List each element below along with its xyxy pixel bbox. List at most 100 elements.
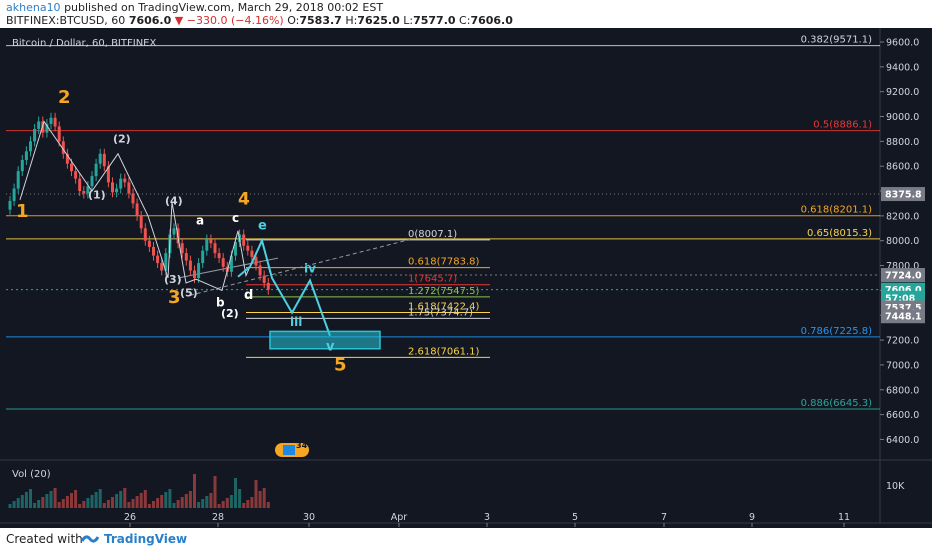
volume-bar [213,476,217,508]
time-tick-label: 7 [661,512,667,523]
volume-bar [139,493,143,508]
volume-bar [41,497,45,508]
candle-body [94,163,98,177]
candle-body [53,117,57,127]
volume-bar [201,499,205,508]
ext-level-label: 1(7645.7) [408,274,457,285]
time-tick-label: 28 [212,512,224,523]
wave-label: d [244,288,253,303]
candle-body [57,126,61,142]
volume-bar [33,503,37,508]
idea-badge-count: 34 [296,441,308,450]
candle-body [229,255,233,272]
volume-bar [225,498,229,508]
volume-bar [45,494,49,508]
volume-bar [180,497,184,508]
volume-bar [197,502,201,508]
chart-area[interactable]: Bitcoin / Dollar, 60, BITFINEX 9600.0 9400… [0,28,932,528]
published-text: published on TradingView.com, March 29, … [64,1,384,14]
candle-body [221,258,225,267]
volume-bar [188,491,192,508]
price-tick-label: 6600.0 [886,410,919,421]
volume-bar [266,502,270,508]
volume-bar [49,491,53,508]
price-change: −330.0 (−4.16%) [186,14,284,27]
wave-label: (4) [165,195,183,208]
volume-bar [82,501,86,508]
candle-body [24,151,28,160]
volume-bar [115,494,119,508]
volume-bar [98,489,102,508]
chart-title: Bitcoin / Dollar, 60, BITFINEX [12,38,156,49]
volume-bar [254,480,258,508]
candle-body [250,250,254,257]
price-flag-label: 7724.0 [885,270,922,281]
volume-bar [102,503,106,508]
volume-bar [29,489,32,508]
target-zone-box [269,330,381,350]
price-flag [881,187,925,202]
down-arrow-icon: ▼ [174,14,184,27]
candle-body [156,255,160,264]
volume-bar [131,499,135,508]
ext-level-label: 1.272(7547.5) [408,286,480,297]
candle-body [262,275,266,283]
price-flag-label: 7448.1 [885,312,922,323]
wave-label: b [216,296,225,310]
volume-bar [106,500,110,508]
candle-body [147,240,151,247]
tradingview-brand[interactable]: TradingView [104,532,188,546]
author-link[interactable]: akhena10 [6,1,61,14]
candle-body [49,117,53,124]
candle-body [12,188,16,201]
volume-bar [53,488,57,508]
candle-body [217,253,221,259]
candle-body [213,243,217,254]
volume-bar [12,501,16,508]
volume-bar [123,488,127,508]
volume-bar [135,496,139,508]
time-tick-label: 26 [124,512,136,523]
volume-bar [246,500,250,508]
wave-label: 4 [238,190,250,210]
volume-bar [176,500,180,508]
price-flag-label: 7606.0 [885,285,922,296]
candle-body [266,282,270,290]
volume-bar [193,474,196,508]
chart-header: akhena10 published on TradingView.com, M… [0,0,932,28]
symbol-text: BITFINEX:BTCUSD, 60 [6,14,126,27]
tradingview-logo-icon [80,535,100,543]
wave-path [19,120,271,292]
time-tick-label: Apr [391,512,408,523]
wave-label: e [258,219,267,234]
price-flag [881,267,925,282]
time-tick-label: 9 [749,512,755,523]
volume-bar [16,498,20,508]
volume-bar [147,504,151,508]
last-price: 7606.0 [128,14,172,27]
ext-level-label: 1.75(7374.7) [408,307,473,318]
price-tick-label: 7000.0 [886,360,919,371]
candle-body [205,239,209,251]
candle-body [193,270,196,278]
open-label: O: [287,14,300,27]
wave-label: (5) [180,287,198,300]
fib-level-label: 0.382(9571.1) [801,35,873,46]
chart-svg[interactable]: Bitcoin / Dollar, 60, BITFINEX 9600.0 9400… [0,28,932,528]
high-value: 7625.0 [357,14,400,27]
fib-level-label: 0.65(8015.3) [807,228,872,239]
candle-body [106,166,110,183]
candle-body [180,243,184,254]
high-label: H: [345,14,358,27]
wave-label: c [232,211,239,225]
projection-path [237,237,331,337]
volume-bar [119,491,123,508]
volume-bar [168,489,172,508]
flag-icon [283,445,295,455]
low-label: L: [403,14,414,27]
candle-body [254,256,258,266]
volume-bar [8,504,12,508]
candle-body [98,153,102,164]
volume-bar [111,497,114,508]
volume-bar [143,490,147,508]
